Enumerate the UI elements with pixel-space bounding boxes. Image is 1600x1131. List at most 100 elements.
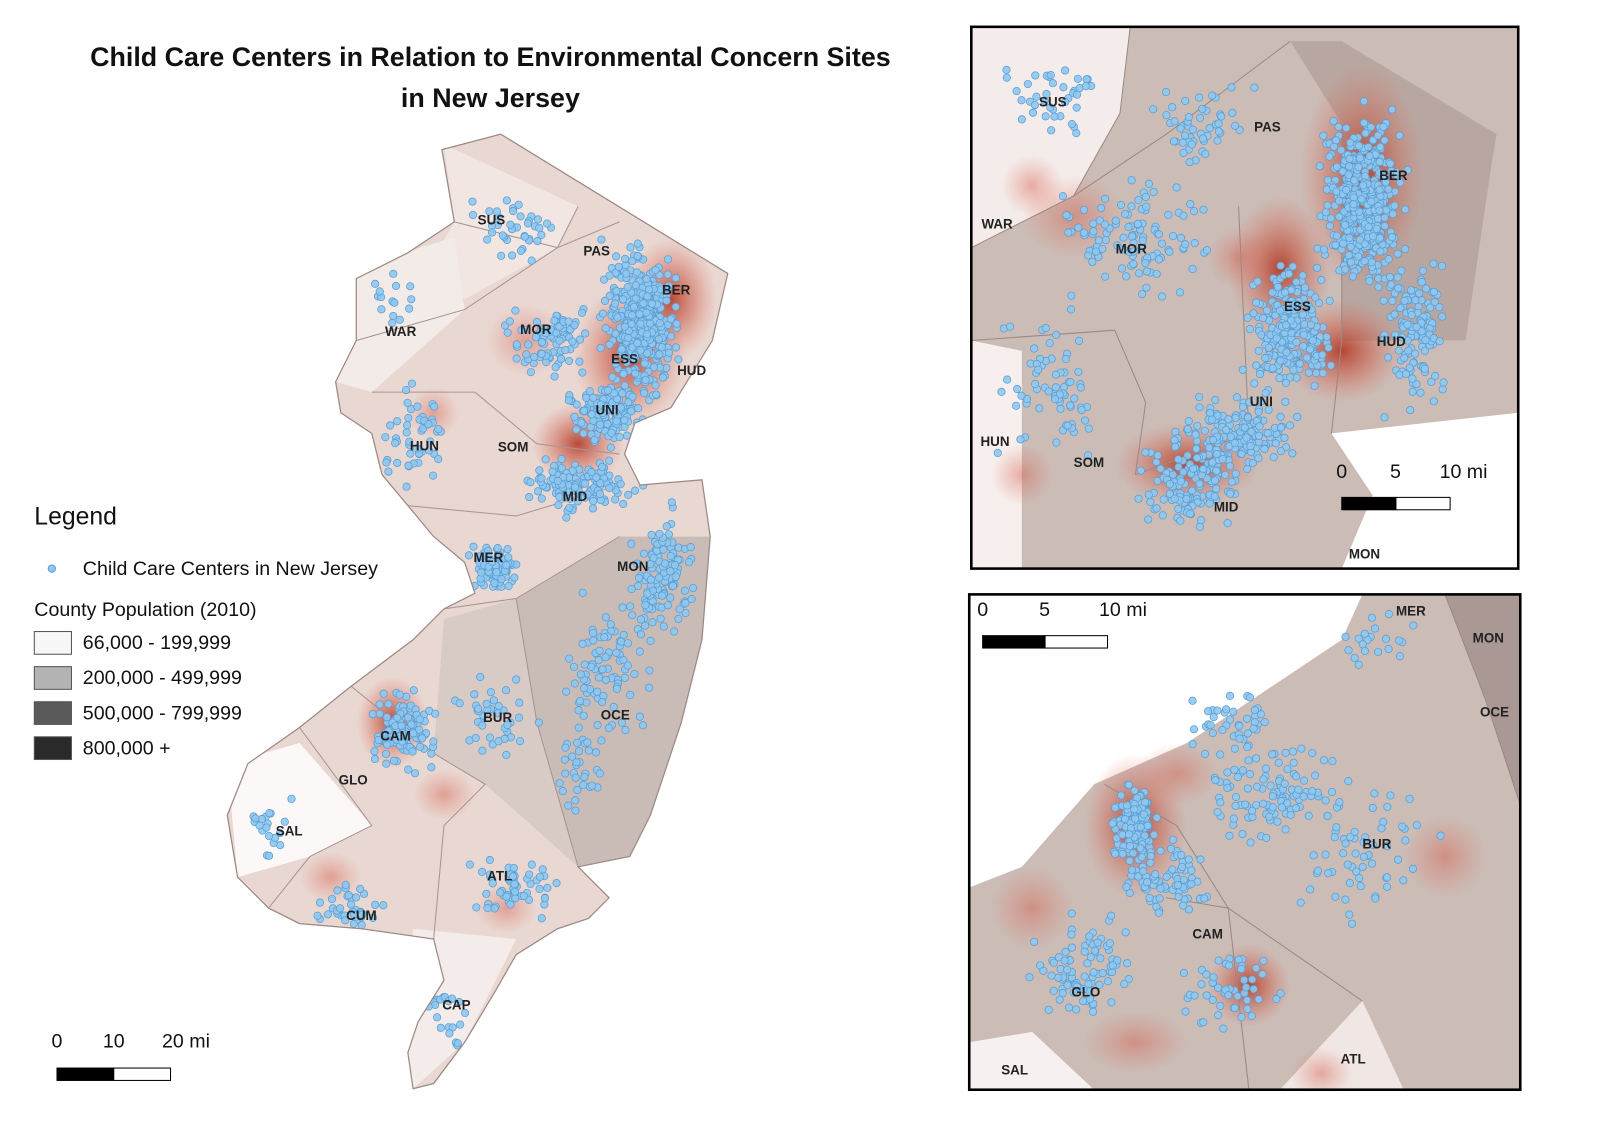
point-symbol	[415, 742, 425, 751]
point-symbol	[1337, 146, 1346, 155]
point-symbol	[1149, 187, 1158, 197]
county-border	[971, 329, 1147, 475]
point-symbol	[1324, 869, 1333, 878]
heat-area	[1001, 154, 1064, 217]
point-symbol	[1086, 953, 1095, 962]
point-symbol	[1214, 119, 1223, 128]
point-symbol	[1412, 821, 1421, 830]
point-symbol	[1124, 780, 1133, 790]
point-symbol	[1162, 872, 1171, 881]
point-symbol	[612, 286, 621, 296]
point-symbol	[1070, 394, 1079, 403]
point-symbol	[1351, 849, 1360, 858]
point-symbol	[671, 273, 680, 283]
county-area	[433, 144, 579, 300]
point-symbol	[407, 720, 416, 729]
point-symbol	[1179, 968, 1188, 978]
point-symbol	[646, 560, 655, 569]
point-symbol	[1059, 83, 1068, 92]
point-symbol	[1028, 108, 1038, 117]
point-symbol	[1136, 822, 1145, 832]
point-symbol	[1323, 176, 1332, 185]
point-symbol	[667, 498, 676, 507]
point-symbol	[456, 1020, 465, 1029]
point-symbol	[1233, 992, 1242, 1001]
point-symbol	[1196, 855, 1205, 864]
scale-bar	[56, 1067, 115, 1081]
point-symbol	[1243, 784, 1252, 793]
point-symbol	[604, 456, 614, 465]
point-symbol	[1399, 876, 1408, 885]
point-symbol	[382, 759, 391, 768]
point-symbol	[1250, 379, 1259, 388]
point-symbol	[1169, 470, 1178, 479]
point-symbol	[1359, 181, 1368, 190]
point-symbol	[1187, 486, 1197, 495]
point-symbol	[1401, 205, 1410, 214]
point-symbol	[1249, 985, 1258, 994]
point-symbol	[1080, 228, 1089, 237]
point-symbol	[1382, 842, 1391, 851]
point-symbol	[1254, 407, 1263, 416]
point-symbol	[1002, 73, 1011, 82]
point-symbol	[1376, 247, 1385, 256]
point-symbol	[643, 292, 652, 301]
county-label: BER	[1379, 168, 1408, 183]
point-symbol	[1041, 324, 1050, 333]
point-symbol	[1159, 495, 1168, 504]
point-symbol	[1332, 231, 1341, 240]
point-symbol	[1055, 995, 1064, 1004]
point-symbol	[1429, 259, 1438, 268]
point-symbol	[1321, 850, 1330, 859]
point-symbol	[639, 549, 649, 558]
point-symbol	[1318, 350, 1327, 359]
point-symbol	[1367, 258, 1376, 267]
point-symbol	[1354, 252, 1363, 261]
point-symbol	[1091, 247, 1101, 256]
point-symbol	[1373, 131, 1382, 140]
point-symbol	[511, 894, 520, 903]
point-symbol	[512, 340, 521, 349]
point-symbol	[1308, 748, 1317, 758]
point-symbol	[1435, 303, 1444, 312]
point-symbol	[1229, 814, 1238, 823]
point-symbol	[642, 308, 651, 317]
point-symbol	[1230, 765, 1239, 774]
point-symbol	[647, 299, 657, 308]
point-symbol	[1017, 96, 1026, 105]
point-symbol	[1212, 484, 1221, 493]
point-symbol	[565, 654, 574, 663]
point-symbol	[434, 425, 443, 434]
point-symbol	[1268, 750, 1277, 759]
point-symbol	[1231, 413, 1240, 423]
point-symbol	[1379, 296, 1388, 305]
point-symbol	[555, 492, 564, 502]
point-symbol	[574, 747, 584, 756]
heat-area	[1135, 742, 1218, 805]
point-symbol	[1181, 96, 1190, 105]
point-symbol	[663, 255, 673, 264]
point-symbol	[333, 886, 342, 895]
point-symbol	[1187, 866, 1196, 875]
point-symbol	[655, 529, 664, 538]
point-symbol	[1143, 821, 1152, 830]
point-symbol	[1285, 373, 1295, 382]
point-symbol	[1344, 251, 1353, 260]
point-symbol	[1318, 369, 1328, 378]
point-symbol	[1200, 894, 1209, 903]
point-symbol	[1304, 811, 1313, 820]
point-symbol	[1345, 233, 1354, 242]
point-symbol	[667, 332, 676, 341]
point-symbol	[1049, 958, 1058, 967]
point-symbol	[1299, 342, 1308, 351]
point-symbol	[560, 755, 569, 764]
point-symbol	[483, 235, 492, 244]
point-symbol	[542, 219, 552, 228]
point-symbol	[1354, 163, 1363, 172]
point-symbol	[1198, 104, 1207, 113]
point-symbol	[1214, 956, 1223, 965]
point-symbol	[1255, 369, 1265, 379]
point-symbol	[1438, 312, 1447, 321]
point-symbol	[1129, 849, 1138, 858]
point-symbol	[537, 349, 546, 358]
